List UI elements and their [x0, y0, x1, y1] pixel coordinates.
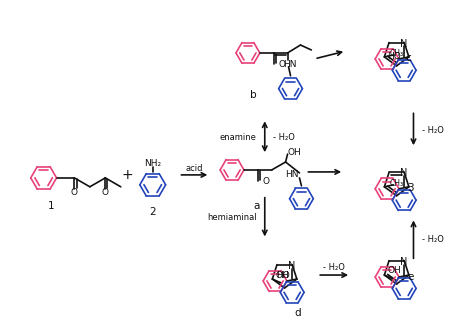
Text: hemiaminal: hemiaminal: [207, 213, 257, 222]
Text: d: d: [294, 308, 301, 318]
Text: HO: HO: [387, 52, 401, 61]
Text: 1: 1: [48, 201, 55, 211]
Text: 2: 2: [149, 207, 156, 216]
Text: O: O: [279, 60, 286, 69]
Text: acid: acid: [186, 164, 203, 173]
Text: N: N: [400, 39, 407, 48]
Text: 3: 3: [407, 183, 414, 193]
Text: N: N: [400, 168, 407, 179]
Text: HO: HO: [276, 270, 290, 280]
Text: c: c: [406, 53, 411, 63]
Text: O: O: [71, 188, 78, 197]
Text: - H₂O: - H₂O: [422, 235, 444, 244]
Text: OH: OH: [387, 266, 401, 275]
Text: - H₂O: - H₂O: [323, 263, 345, 272]
Text: HN: HN: [285, 170, 299, 180]
Text: OH: OH: [275, 270, 289, 280]
Text: OH: OH: [288, 147, 301, 157]
Text: a: a: [254, 201, 260, 211]
Text: NH₂: NH₂: [144, 159, 161, 167]
Text: CH₃: CH₃: [389, 49, 403, 59]
Text: - H₂O: - H₂O: [422, 126, 444, 135]
Text: - H₂O: - H₂O: [273, 133, 294, 142]
Text: O: O: [263, 177, 270, 186]
Text: N: N: [289, 261, 296, 271]
Text: CH₃: CH₃: [389, 179, 403, 188]
Text: O: O: [102, 188, 109, 197]
Text: b: b: [249, 90, 256, 100]
Text: +: +: [121, 168, 133, 182]
Text: N: N: [400, 257, 407, 267]
Text: enamine: enamine: [220, 133, 257, 142]
Text: HN: HN: [283, 60, 296, 69]
Text: e: e: [407, 272, 414, 282]
